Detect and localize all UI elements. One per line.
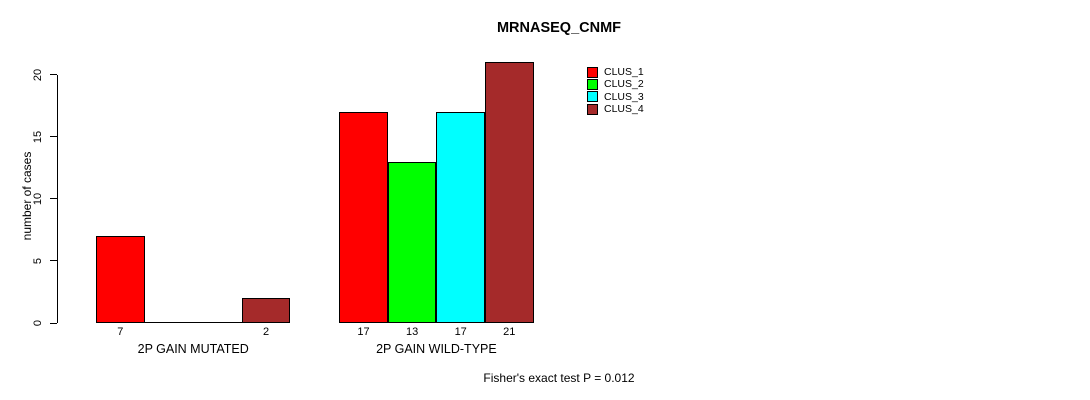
bar-clus_1-group2 xyxy=(339,111,388,323)
bar-zero-clus_2-group1 xyxy=(144,322,194,323)
legend-color-swatch xyxy=(587,79,598,91)
y-tick-label: 5 xyxy=(32,257,44,264)
legend-item-label: CLUS_4 xyxy=(604,103,644,116)
bar-clus_3-group2 xyxy=(436,111,485,323)
bar-clus_4-group1 xyxy=(241,298,291,323)
y-tick-mark xyxy=(50,322,57,324)
y-axis-line xyxy=(57,74,58,323)
bar-clus_4-group2 xyxy=(485,62,534,323)
legend-item-label: CLUS_3 xyxy=(604,90,644,103)
bar-value-label: 17 xyxy=(454,326,467,338)
bar-value-label: 2 xyxy=(263,326,270,338)
legend-item: CLUS_4 xyxy=(587,103,644,115)
bar-value-label: 17 xyxy=(357,326,370,338)
y-tick-label: 15 xyxy=(32,130,44,143)
legend-item: CLUS_3 xyxy=(587,91,644,103)
y-tick-label: 20 xyxy=(32,68,44,81)
bar-value-label: 7 xyxy=(117,326,124,338)
bar-value-label: 21 xyxy=(503,326,516,338)
x-category-label: 2P GAIN MUTATED xyxy=(137,342,249,356)
bar-value-label: 13 xyxy=(405,326,419,338)
x-category-label: 2P GAIN WILD-TYPE xyxy=(376,342,497,356)
y-tick-label: 10 xyxy=(32,192,44,205)
legend-item-label: CLUS_2 xyxy=(604,78,644,91)
bar-clus_1-group1 xyxy=(96,236,145,323)
legend-color-swatch xyxy=(587,103,598,115)
bar-zero-clus_3-group1 xyxy=(193,322,242,323)
legend-item: CLUS_1 xyxy=(587,66,644,78)
y-tick-mark xyxy=(50,198,57,200)
y-tick-mark xyxy=(50,136,57,138)
y-tick-mark xyxy=(50,74,57,75)
bar-clus_2-group2 xyxy=(387,161,437,323)
legend-item: CLUS_2 xyxy=(587,78,644,91)
fisher-test-note: Fisher's exact test P = 0.012 xyxy=(483,371,635,385)
legend-color-swatch xyxy=(587,66,598,78)
legend-item-label: CLUS_1 xyxy=(604,65,644,78)
chart-title: MRNASEQ_CNMF xyxy=(496,20,622,36)
y-tick-label: 0 xyxy=(32,319,44,327)
legend: CLUS_1 CLUS_2 CLUS_3 CLUS_4 xyxy=(587,66,644,116)
legend-color-swatch xyxy=(587,91,598,103)
y-tick-mark xyxy=(50,260,57,262)
